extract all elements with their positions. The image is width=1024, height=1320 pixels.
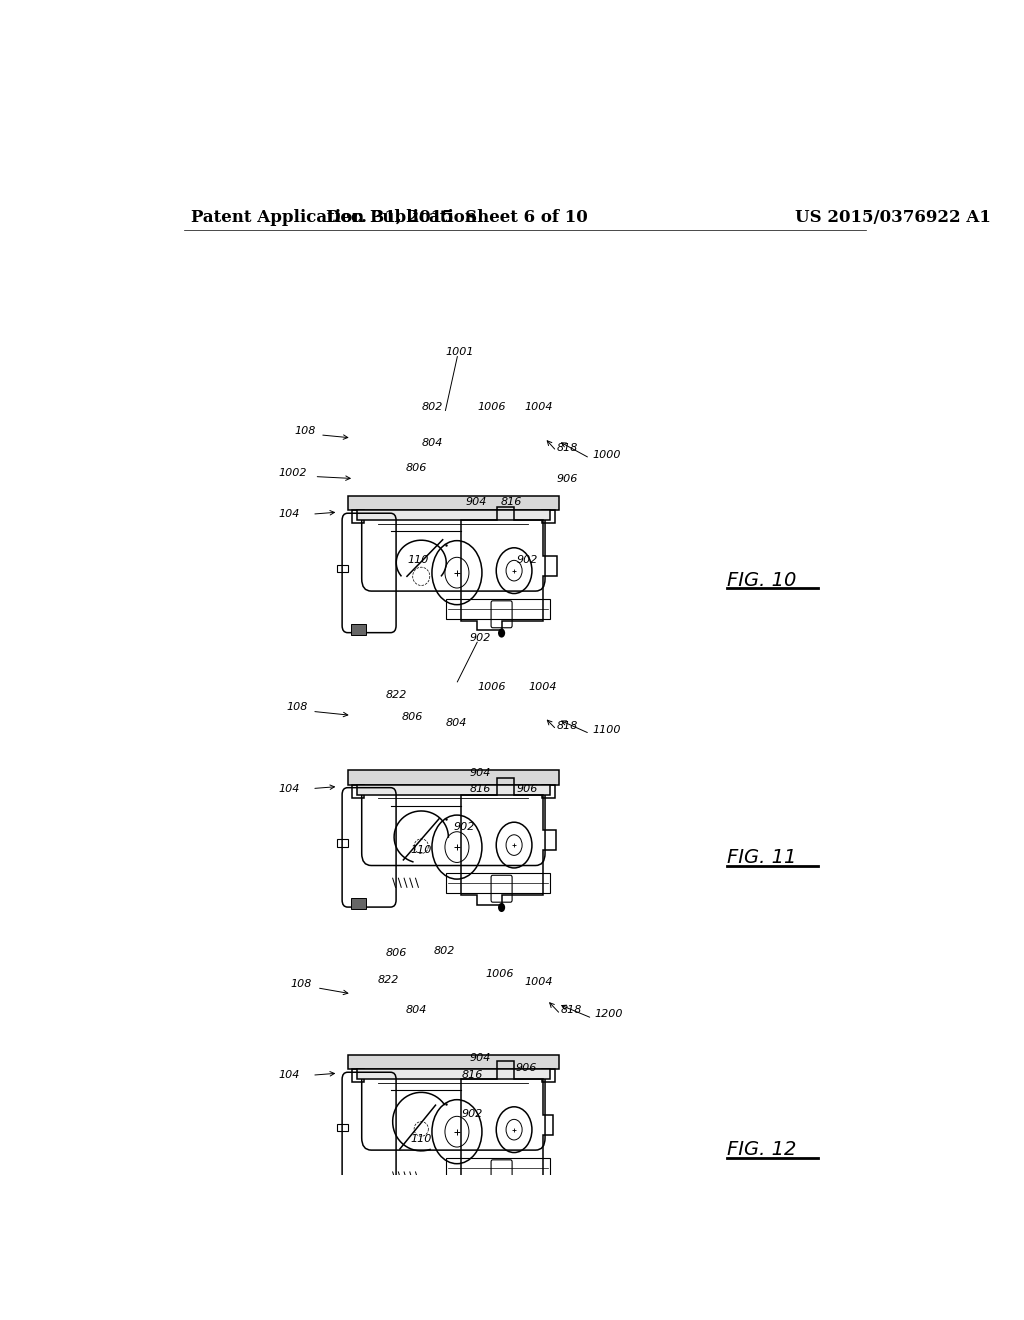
Text: 1004: 1004 (524, 403, 553, 412)
Text: 804: 804 (422, 438, 443, 447)
Text: 822: 822 (378, 974, 399, 985)
Text: 806: 806 (401, 713, 423, 722)
Circle shape (498, 628, 505, 638)
Text: 104: 104 (279, 1071, 300, 1080)
Text: 906: 906 (515, 1063, 537, 1073)
Bar (348, 770, 559, 784)
Bar (446, 1158, 550, 1177)
Text: 804: 804 (406, 1005, 427, 1015)
Text: 1006: 1006 (485, 969, 514, 978)
Text: FIG. 12: FIG. 12 (727, 1140, 797, 1159)
Text: 1004: 1004 (524, 977, 553, 986)
Text: 1100: 1100 (592, 725, 621, 735)
Bar (348, 1055, 559, 1069)
Bar (543, 511, 555, 523)
Text: 902: 902 (517, 554, 539, 565)
Text: 806: 806 (406, 463, 427, 474)
Bar (351, 784, 365, 797)
Bar (351, 1069, 365, 1082)
Text: 904: 904 (469, 768, 490, 779)
Text: 902: 902 (454, 822, 475, 832)
Bar (351, 511, 365, 523)
Bar (357, 1069, 550, 1080)
Bar (357, 511, 550, 520)
Bar (446, 874, 550, 894)
Bar (337, 1123, 348, 1131)
Bar (351, 1183, 366, 1193)
Text: 806: 806 (386, 948, 408, 958)
Text: 906: 906 (557, 474, 578, 483)
Text: 804: 804 (445, 718, 467, 727)
Text: US 2015/0376922 A1: US 2015/0376922 A1 (795, 209, 990, 226)
Bar (446, 599, 550, 619)
Text: 816: 816 (461, 1071, 482, 1080)
Text: FIG. 10: FIG. 10 (727, 570, 797, 590)
Bar (543, 784, 555, 797)
Text: 904: 904 (469, 1053, 490, 1063)
Text: 104: 104 (279, 784, 300, 793)
Text: 1200: 1200 (595, 1010, 624, 1019)
Text: 818: 818 (560, 1005, 582, 1015)
Bar (337, 840, 348, 846)
Circle shape (498, 1188, 505, 1197)
Bar (351, 898, 366, 909)
Text: 108: 108 (287, 702, 308, 713)
Text: 816: 816 (501, 496, 522, 507)
Text: 904: 904 (465, 496, 486, 507)
Text: 1006: 1006 (477, 682, 506, 692)
Text: 818: 818 (557, 721, 578, 730)
Text: Dec. 31, 2015  Sheet 6 of 10: Dec. 31, 2015 Sheet 6 of 10 (327, 209, 588, 226)
Text: 902: 902 (461, 1109, 482, 1119)
Text: 802: 802 (433, 946, 455, 956)
Text: 108: 108 (295, 426, 316, 436)
Text: 822: 822 (386, 690, 408, 700)
Text: 1000: 1000 (592, 450, 621, 461)
Bar (351, 624, 366, 635)
Bar (357, 784, 550, 795)
Text: 1002: 1002 (279, 469, 307, 478)
Circle shape (498, 903, 505, 912)
Text: 1001: 1001 (445, 347, 474, 356)
Text: 104: 104 (279, 510, 300, 519)
Text: FIG. 11: FIG. 11 (727, 849, 797, 867)
Text: 110: 110 (411, 1134, 432, 1144)
Bar (348, 495, 559, 511)
Text: 1006: 1006 (477, 403, 506, 412)
Text: 1004: 1004 (528, 682, 557, 692)
Text: 906: 906 (517, 784, 539, 793)
Text: 110: 110 (411, 845, 432, 854)
Text: 902: 902 (469, 634, 490, 643)
Text: 802: 802 (422, 403, 443, 412)
Text: 110: 110 (407, 554, 428, 565)
Text: Patent Application Publication: Patent Application Publication (191, 209, 477, 226)
Text: 816: 816 (469, 784, 490, 793)
Bar (543, 1069, 555, 1082)
Bar (337, 565, 348, 573)
Text: 818: 818 (557, 444, 578, 453)
Text: 108: 108 (291, 978, 312, 989)
